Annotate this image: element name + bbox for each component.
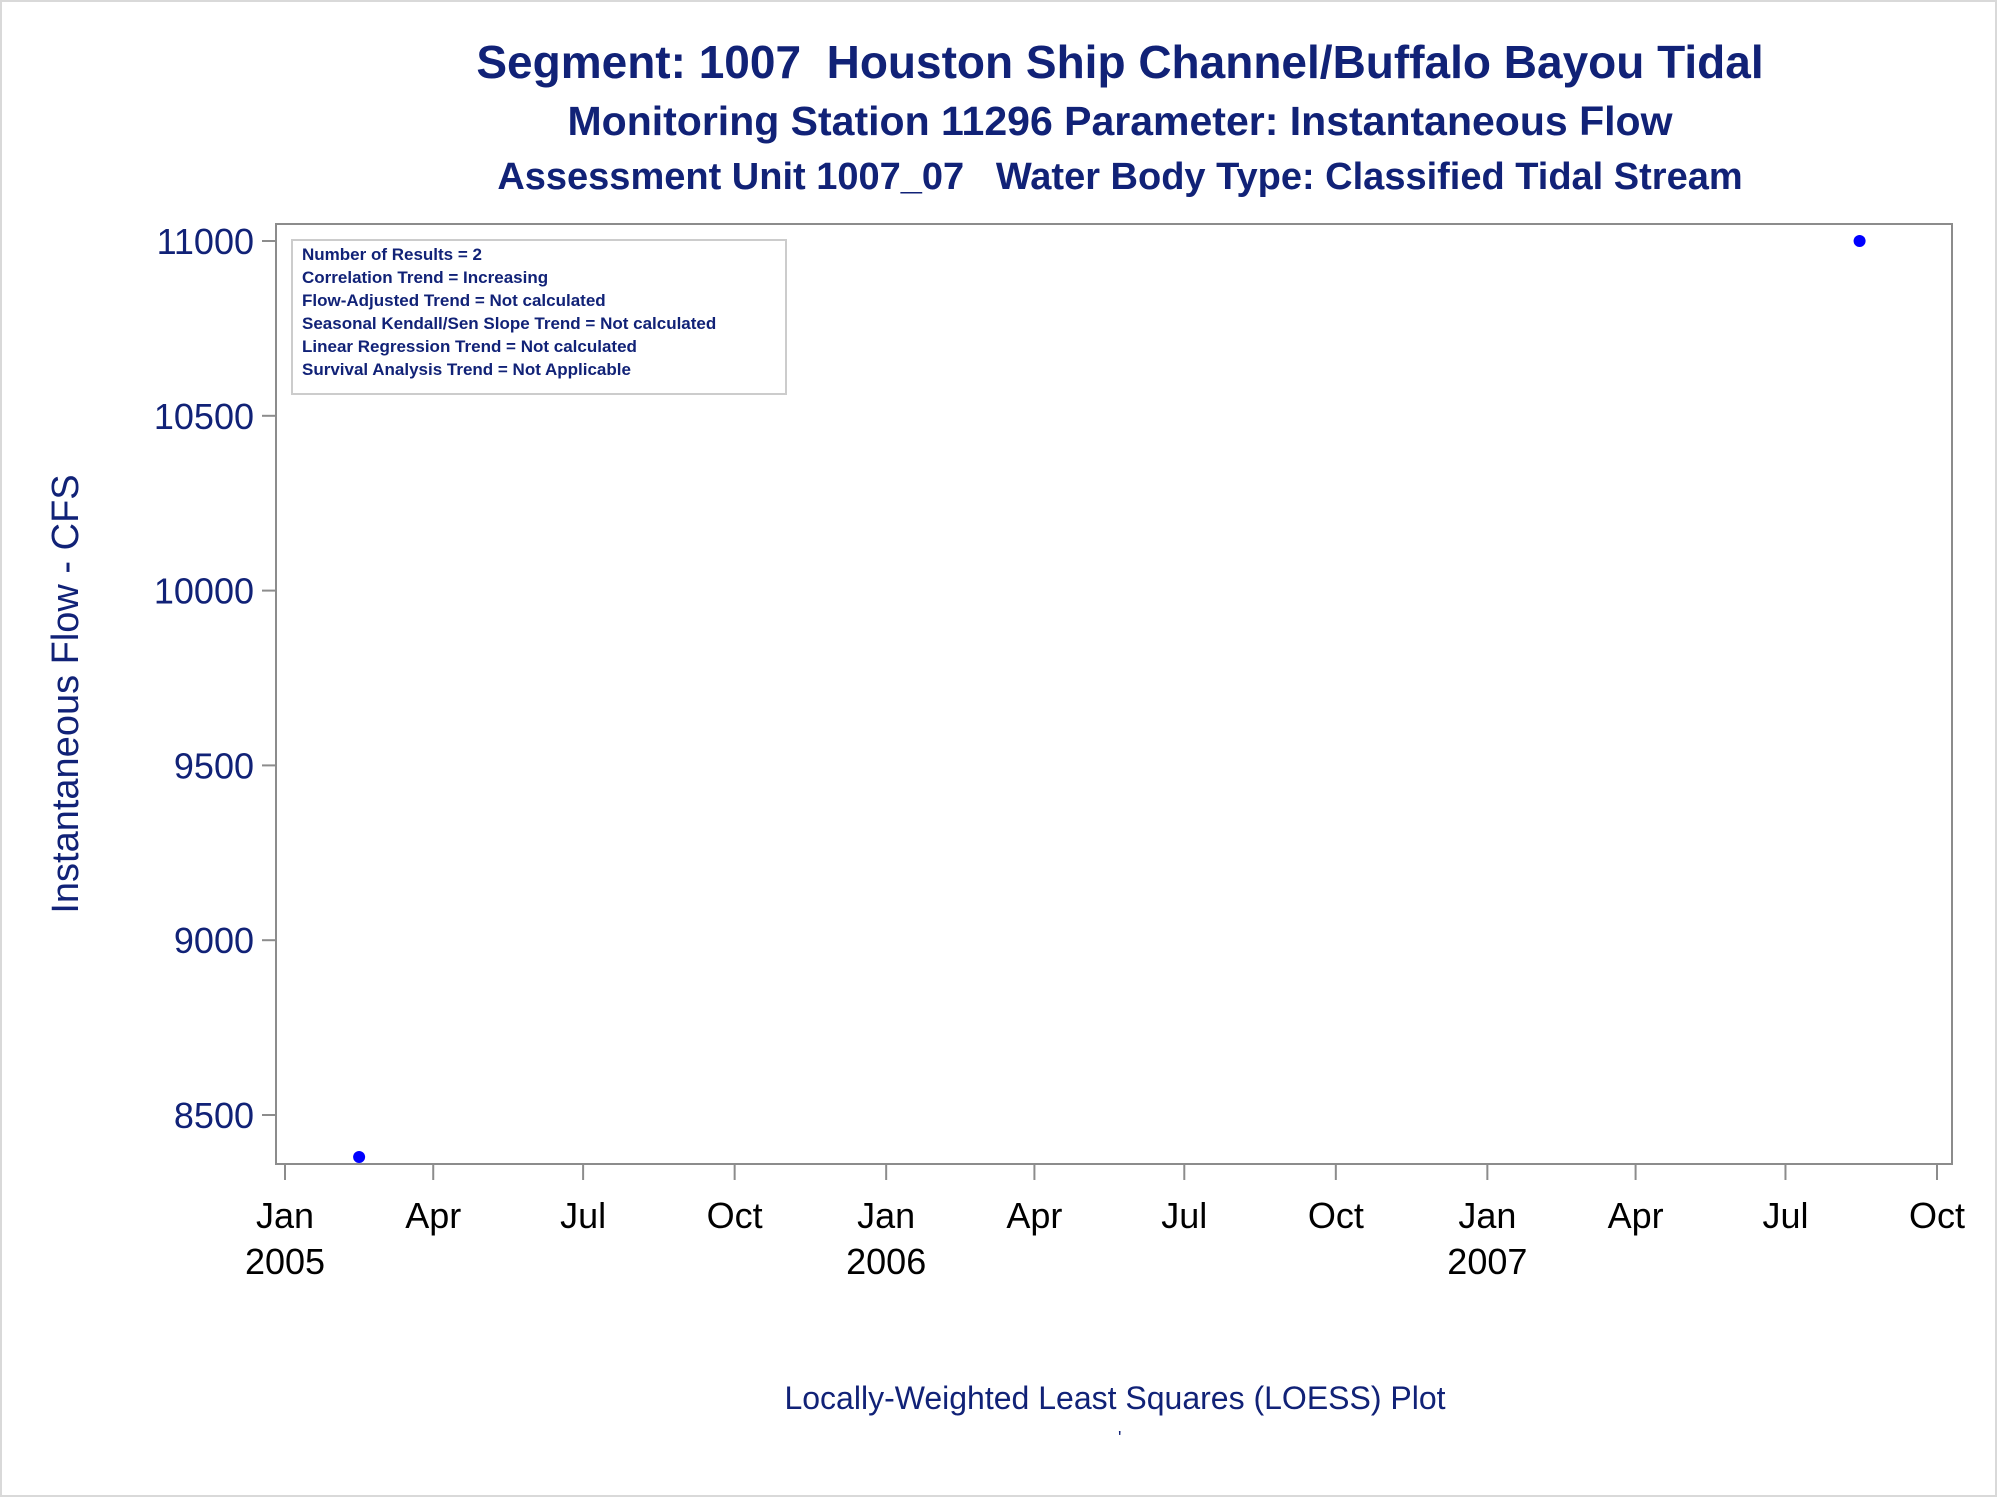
x-tick-year-label: 2005 <box>245 1241 325 1282</box>
footnote-loess: Locally-Weighted Least Squares (LOESS) P… <box>784 1380 1446 1416</box>
trend-stats-box: Number of Results = 2 Correlation Trend =… <box>291 239 787 395</box>
x-tick-label: Oct <box>1909 1195 1965 1236</box>
y-tick-label: 10500 <box>154 396 254 437</box>
footnote-mark: ' <box>1118 1428 1122 1448</box>
x-tick-label: Apr <box>1006 1195 1062 1236</box>
x-tick-label: Jul <box>1762 1195 1808 1236</box>
x-tick-label: Apr <box>1608 1195 1664 1236</box>
x-tick-label: Oct <box>1308 1195 1364 1236</box>
x-tick-label: Jan <box>1458 1195 1516 1236</box>
y-tick-label: 11000 <box>157 221 254 262</box>
x-tick-label: Oct <box>707 1195 763 1236</box>
stats-line: Survival Analysis Trend = Not Applicable <box>302 360 631 379</box>
chart-title: Segment: 1007 Houston Ship Channel/Buffa… <box>476 36 1764 88</box>
y-tick-label: 9000 <box>174 920 254 961</box>
x-tick-year-label: 2006 <box>846 1241 926 1282</box>
x-tick-label: Jul <box>560 1195 606 1236</box>
plot-area <box>275 223 1953 1165</box>
data-point <box>353 1150 366 1163</box>
data-points <box>353 235 1866 1163</box>
x-tick-year-label: 2007 <box>1447 1241 1527 1282</box>
stats-line: Seasonal Kendall/Sen Slope Trend = Not c… <box>302 314 716 333</box>
x-tick-label: Jul <box>1161 1195 1207 1236</box>
data-point <box>1853 235 1866 247</box>
stats-line: Number of Results = 2 <box>302 245 482 264</box>
x-axis: Jan 2005 Apr Jul Oct Jan 2006 Apr Jul Oct Jan 2007 A… <box>245 1164 1965 1282</box>
x-tick-label: Jan <box>256 1195 314 1236</box>
y-tick-label: 10000 <box>154 571 254 612</box>
y-tick-label: 9500 <box>174 745 254 786</box>
y-axis-label: Instantaneous Flow - CFS <box>45 474 87 913</box>
chart-subtitle-station: Monitoring Station 11296 Parameter: Inst… <box>567 98 1673 144</box>
y-axis: 8500 9000 9500 10000 10500 11000 <box>154 221 276 1136</box>
stats-line: Linear Regression Trend = Not calculated <box>302 337 637 356</box>
y-tick-label: 8500 <box>174 1095 254 1136</box>
x-tick-label: Apr <box>405 1195 461 1236</box>
x-tick-label: Jan <box>857 1195 915 1236</box>
stats-line: Flow-Adjusted Trend = Not calculated <box>302 291 606 310</box>
stats-line: Correlation Trend = Increasing <box>302 268 548 287</box>
stats-box-border <box>291 239 787 395</box>
chart-subtitle-assessment: Assessment Unit 1007_07 Water Body Type:… <box>497 156 1743 198</box>
